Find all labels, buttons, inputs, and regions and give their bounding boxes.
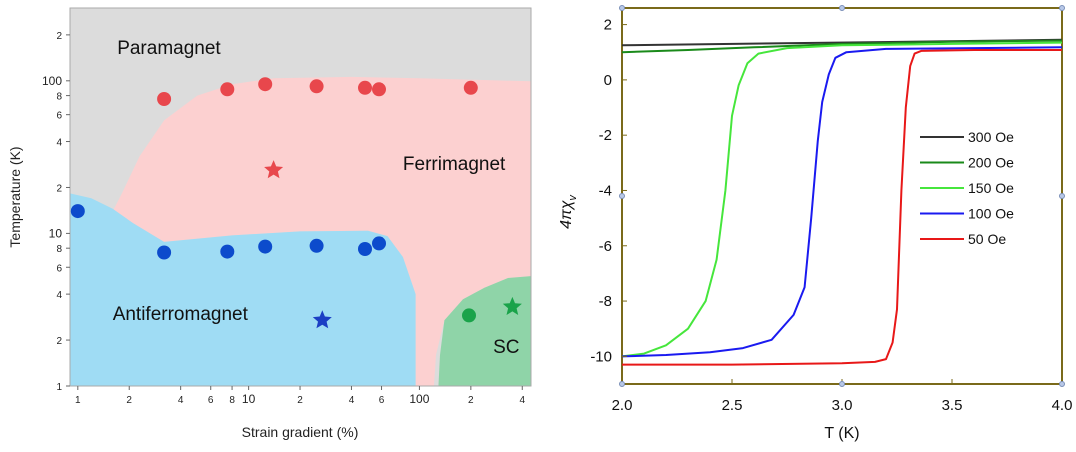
x-tick-label: 2.0 xyxy=(612,397,633,414)
x-tick-label: 100 xyxy=(409,392,429,406)
data-point-circle xyxy=(70,204,85,219)
data-point-circle xyxy=(258,239,273,254)
y-tick-label: -8 xyxy=(599,293,612,310)
data-point-star xyxy=(502,296,522,315)
legend: 300 Oe 200 Oe 150 Oe 100 Oe 50 Oe xyxy=(920,129,1014,247)
phase-y-axis-label: Temperature (K) xyxy=(7,146,23,247)
x-tick-label: 3.0 xyxy=(832,397,853,414)
x-tick-label: 2 xyxy=(126,395,132,406)
data-point-circle xyxy=(372,82,386,97)
y-tick-label: 2 xyxy=(56,336,62,347)
selection-handles xyxy=(619,5,1065,387)
y-tick-label: -4 xyxy=(599,183,612,200)
y-tick-label: 0 xyxy=(604,72,612,89)
y-tick-label: 8 xyxy=(56,92,62,103)
x-tick-label: 2 xyxy=(297,395,303,406)
phase-region-label: Antiferromagnet xyxy=(113,304,249,325)
susceptibility-x-ticks: 2.0 2.5 3.0 3.5 4.0 xyxy=(612,379,1073,414)
data-point-circle xyxy=(372,236,386,251)
y-tick-label: 4 xyxy=(56,138,62,149)
x-tick-label: 10 xyxy=(242,392,256,406)
data-point-circle xyxy=(157,92,172,106)
data-point-circle xyxy=(358,80,372,95)
phase-data-points xyxy=(70,77,522,329)
selection-handle xyxy=(1059,5,1065,11)
phase-x-ticks: 1 2 4 6 8 10 2 4 6 100 2 4 xyxy=(75,386,526,406)
phase-regions xyxy=(70,8,531,386)
phase-region-label: Ferrimagnet xyxy=(403,154,506,175)
x-tick-label: 4 xyxy=(520,395,526,406)
x-tick-label: 4 xyxy=(178,395,184,406)
legend-label: 50 Oe xyxy=(968,231,1006,247)
susceptibility-y-axis-label: 4πχv xyxy=(558,194,579,229)
data-point-circle xyxy=(309,238,324,253)
phase-region-labels: Paramagnet Ferrimagnet Antiferromagnet SC xyxy=(113,38,520,358)
y-tick-label: 8 xyxy=(56,244,62,255)
x-tick-label: 6 xyxy=(208,395,214,406)
phase-region-antiferromagnet xyxy=(70,193,416,386)
legend-label: 200 Oe xyxy=(968,155,1014,171)
susceptibility-x-axis-label: T (K) xyxy=(824,425,859,442)
y-tick-label: -10 xyxy=(590,348,612,365)
y-axis-label-main: 4πχ xyxy=(558,200,575,229)
y-tick-label: 2 xyxy=(56,184,62,195)
x-tick-label: 2.5 xyxy=(722,397,743,414)
susceptibility-lines xyxy=(622,38,1062,366)
x-tick-label: 8 xyxy=(229,395,235,406)
series-line xyxy=(622,46,1062,358)
selection-handle xyxy=(839,381,845,387)
series-line xyxy=(622,39,1062,54)
y-tick-label: 6 xyxy=(56,111,62,122)
data-point-circle xyxy=(157,245,172,260)
phase-region-ferrimagnet xyxy=(110,76,531,386)
y-tick-label: 1 xyxy=(56,382,62,393)
legend-label: 100 Oe xyxy=(968,206,1014,222)
legend-label: 300 Oe xyxy=(968,129,1014,145)
series-line xyxy=(622,49,1062,366)
phase-x-axis-label: Strain gradient (%) xyxy=(242,424,359,440)
y-axis-label-subscript: v xyxy=(567,194,579,201)
x-tick-label: 2 xyxy=(468,395,474,406)
susceptibility-panel: 2.0 2.5 3.0 3.5 4.0 2 0 -2 -4 -6 -8 -10 300 Oe 200 … xyxy=(558,5,1073,442)
selection-handle xyxy=(619,5,625,11)
data-point-circle xyxy=(463,80,478,95)
series-line xyxy=(622,41,1062,358)
data-point-circle xyxy=(309,79,324,94)
y-tick-label: 2 xyxy=(604,17,612,34)
phase-y-ticks: 1 2 4 6 8 10 2 4 6 8 100 2 xyxy=(42,31,70,393)
x-tick-label: 3.5 xyxy=(942,397,963,414)
selection-handle xyxy=(839,5,845,11)
data-point-circle xyxy=(220,244,235,259)
x-tick-label: 4 xyxy=(349,395,355,406)
selection-handle xyxy=(619,381,625,387)
y-tick-label: 4 xyxy=(56,290,62,301)
phase-diagram-panel: Paramagnet Ferrimagnet Antiferromagnet SC 1… xyxy=(7,7,532,440)
selection-handle xyxy=(619,193,625,199)
y-tick-label: -2 xyxy=(599,127,612,144)
phase-region-label: Paramagnet xyxy=(117,38,221,59)
y-tick-label: 100 xyxy=(42,74,62,88)
data-point-circle xyxy=(220,82,235,97)
data-point-star xyxy=(312,310,332,329)
y-tick-label: 10 xyxy=(49,226,63,240)
x-tick-label: 4.0 xyxy=(1052,397,1073,414)
data-point-star xyxy=(264,160,284,179)
y-tick-label: 2 xyxy=(56,31,62,42)
data-point-circle xyxy=(258,77,273,92)
selection-handle xyxy=(1059,381,1065,387)
data-point-circle xyxy=(358,242,372,256)
data-point-circle xyxy=(462,308,476,323)
selection-handle xyxy=(1059,193,1065,199)
y-tick-label: 6 xyxy=(56,263,62,274)
x-tick-label: 6 xyxy=(379,395,385,406)
legend-label: 150 Oe xyxy=(968,180,1014,196)
phase-region-label: SC xyxy=(493,337,519,358)
susceptibility-y-ticks: 2 0 -2 -4 -6 -8 -10 xyxy=(590,17,627,365)
y-tick-label: -6 xyxy=(599,238,612,255)
x-tick-label: 1 xyxy=(75,395,81,406)
